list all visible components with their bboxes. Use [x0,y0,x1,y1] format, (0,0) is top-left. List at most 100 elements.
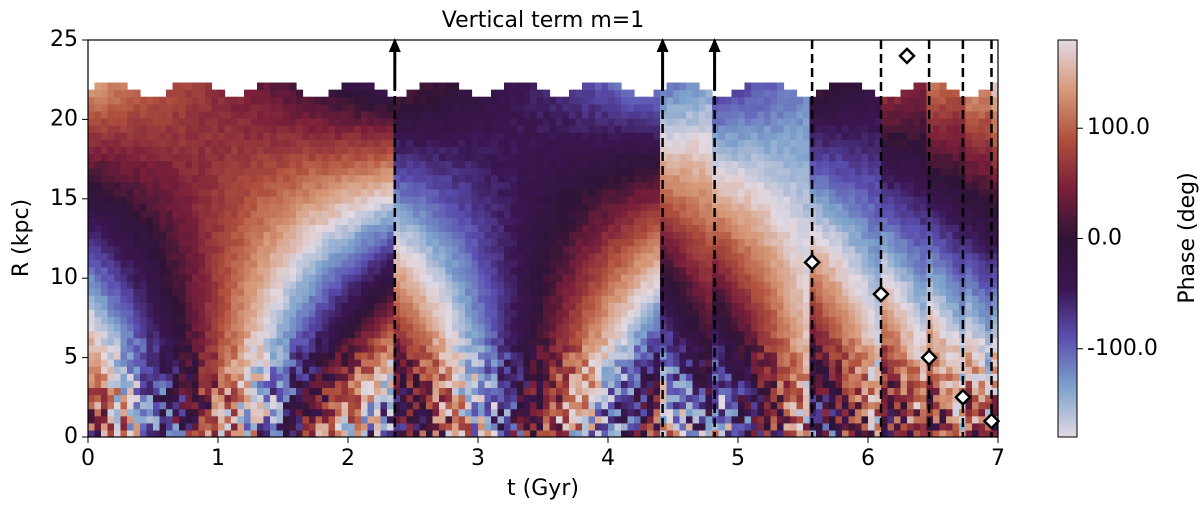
heatmap-cell [413,408,421,417]
heatmap-cell [185,96,193,105]
heatmap-cell [679,110,687,119]
heatmap-cell [250,132,258,140]
heatmap-cell [640,167,648,176]
heatmap-cell [354,217,362,225]
heatmap-cell [114,309,122,318]
heatmap-cell [315,373,323,381]
heatmap-cell [432,252,440,261]
heatmap-cell [374,380,382,388]
heatmap-cell [231,238,239,247]
heatmap-cell [361,394,369,403]
heatmap-cell [432,174,440,183]
heatmap-cell [172,181,180,190]
heatmap-cell [439,210,447,218]
heatmap-cell [660,117,668,126]
heatmap-cell [666,415,674,424]
heatmap-cell [211,330,219,339]
heatmap-cell [296,330,304,339]
heatmap-cell [374,302,382,310]
heatmap-cell [530,337,538,346]
heatmap-cell [185,103,193,112]
heatmap-cell [686,160,694,169]
heatmap-cell [302,96,310,105]
heatmap-cell [133,288,141,296]
heatmap-cell [114,281,122,289]
heatmap-cell [413,344,421,353]
heatmap-cell [569,238,577,247]
heatmap-cell [211,316,219,325]
heatmap-cell [244,394,252,403]
heatmap-cell [549,181,557,190]
heatmap-cell [354,167,362,176]
heatmap-cell [231,188,239,197]
heatmap-cell [198,366,206,374]
heatmap-cell [679,330,687,339]
heatmap-cell [237,117,245,126]
heatmap-cell [192,387,200,396]
heatmap-cell [699,167,707,176]
heatmap-cell [120,366,128,374]
heatmap-cell [146,259,154,268]
heatmap-cell [309,295,317,303]
heatmap-cell [159,181,167,190]
heatmap-cell [640,252,648,261]
heatmap-cell [432,429,440,437]
heatmap-cell [738,117,746,126]
heatmap-cell [725,281,733,289]
heatmap-cell [393,344,401,353]
heatmap-cell [523,330,531,339]
heatmap-cell [491,323,499,332]
heatmap-cell [172,415,180,424]
heatmap-cell [146,103,154,112]
heatmap-cell [426,344,434,353]
heatmap-cell [575,125,583,133]
heatmap-cell [400,415,408,424]
heatmap-cell [731,231,739,240]
heatmap-cell [231,422,239,431]
heatmap-cell [322,217,330,225]
heatmap-cell [426,167,434,176]
heatmap-cell [588,281,596,289]
heatmap-cell [315,188,323,197]
heatmap-cell [315,394,323,403]
heatmap-cell [413,110,421,119]
heatmap-cell [744,224,752,233]
heatmap-cell [744,295,752,303]
heatmap-cell [627,238,635,247]
heatmap-cell [621,110,629,119]
heatmap-cell [575,132,583,140]
heatmap-cell [296,259,304,268]
heatmap-cell [491,422,499,431]
heatmap-cell [348,316,356,325]
heatmap-cell [218,401,226,410]
heatmap-cell [491,103,499,112]
heatmap-cell [699,210,707,218]
heatmap-cell [569,309,577,318]
heatmap-cell [296,188,304,197]
heatmap-cell [556,139,564,147]
heatmap-cell [621,401,629,410]
heatmap-cell [380,394,388,403]
heatmap-cell [692,422,700,431]
heatmap-cell [380,351,388,360]
heatmap-cell [601,231,609,240]
heatmap-cell [133,252,141,261]
heatmap-cell [692,316,700,325]
heatmap-cell [458,387,466,396]
heatmap-cell [146,181,154,190]
heatmap-cell [634,288,642,296]
heatmap-cell [276,217,284,225]
heatmap-cell [153,174,161,183]
heatmap-cell [328,344,336,353]
heatmap-cell [393,153,401,162]
heatmap-cell [380,281,388,289]
heatmap-cell [673,231,681,240]
heatmap-cell [569,302,577,310]
heatmap-cell [224,273,232,282]
heatmap-cell [400,167,408,176]
heatmap-cell [107,344,115,353]
heatmap-cell [380,245,388,254]
heatmap-cell [296,252,304,261]
heatmap-cell [549,259,557,268]
heatmap-cell [679,288,687,296]
